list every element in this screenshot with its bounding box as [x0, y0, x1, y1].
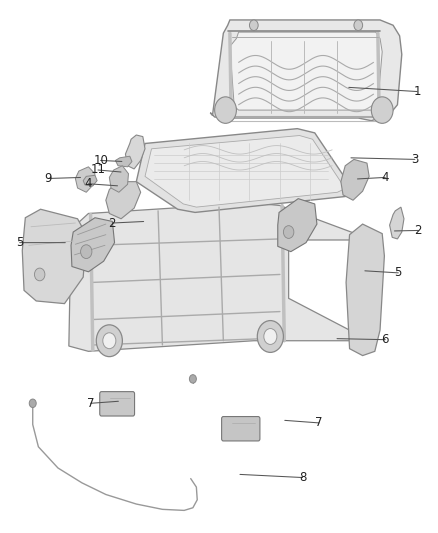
Circle shape	[103, 333, 116, 349]
Polygon shape	[69, 203, 358, 351]
Polygon shape	[145, 135, 345, 207]
Text: 5: 5	[16, 236, 23, 249]
Polygon shape	[116, 156, 132, 167]
Text: 3: 3	[411, 153, 419, 166]
Polygon shape	[210, 20, 402, 120]
Circle shape	[264, 328, 277, 344]
Polygon shape	[106, 182, 141, 219]
Polygon shape	[346, 224, 385, 356]
Text: 2: 2	[415, 224, 422, 237]
Polygon shape	[83, 175, 97, 186]
Polygon shape	[278, 199, 317, 252]
Circle shape	[354, 20, 363, 30]
Circle shape	[189, 375, 196, 383]
Circle shape	[35, 268, 45, 281]
Text: 7: 7	[87, 397, 94, 410]
Polygon shape	[390, 207, 404, 239]
Text: 2: 2	[109, 216, 116, 230]
Circle shape	[215, 97, 237, 123]
Circle shape	[81, 245, 92, 259]
Polygon shape	[110, 166, 128, 192]
Circle shape	[371, 97, 393, 123]
Text: 7: 7	[315, 416, 323, 430]
Polygon shape	[230, 32, 382, 110]
Text: 11: 11	[91, 164, 106, 176]
Text: 9: 9	[45, 172, 52, 185]
Text: 8: 8	[299, 471, 306, 484]
Text: 4: 4	[85, 177, 92, 190]
Polygon shape	[22, 209, 86, 304]
Circle shape	[283, 225, 294, 238]
Polygon shape	[71, 217, 115, 272]
Polygon shape	[341, 159, 369, 200]
FancyBboxPatch shape	[100, 392, 134, 416]
Circle shape	[257, 320, 283, 352]
Text: 4: 4	[381, 171, 389, 184]
Polygon shape	[125, 135, 145, 169]
Polygon shape	[136, 128, 354, 213]
Text: 10: 10	[93, 154, 108, 167]
Circle shape	[250, 20, 258, 30]
Circle shape	[96, 325, 122, 357]
FancyBboxPatch shape	[222, 417, 260, 441]
Text: 5: 5	[395, 266, 402, 279]
Text: 6: 6	[381, 333, 389, 346]
Text: 1: 1	[413, 85, 421, 98]
Polygon shape	[75, 167, 95, 192]
Circle shape	[29, 399, 36, 408]
